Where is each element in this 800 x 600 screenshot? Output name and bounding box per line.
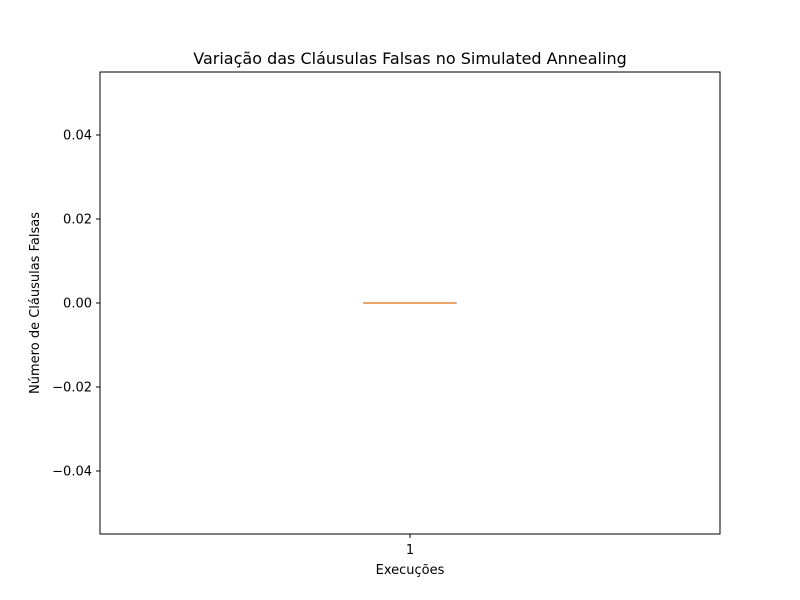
chart-title: Variação das Cláusulas Falsas no Simulat… [193, 49, 626, 68]
y-tick-label: 0.04 [63, 129, 92, 144]
x-tick-label: 1 [406, 543, 414, 558]
y-axis-label: Número de Cláusulas Falsas [28, 212, 43, 394]
y-tick-label: 0.02 [63, 213, 92, 228]
x-axis-ticks: 1 [406, 534, 414, 558]
y-tick-label: 0.00 [63, 297, 92, 312]
y-tick-label: −0.04 [52, 465, 92, 480]
y-tick-label: −0.02 [52, 381, 92, 396]
x-axis-label: Execuções [376, 563, 445, 578]
y-axis-ticks: −0.04 −0.02 0.00 0.02 0.04 [52, 129, 100, 480]
